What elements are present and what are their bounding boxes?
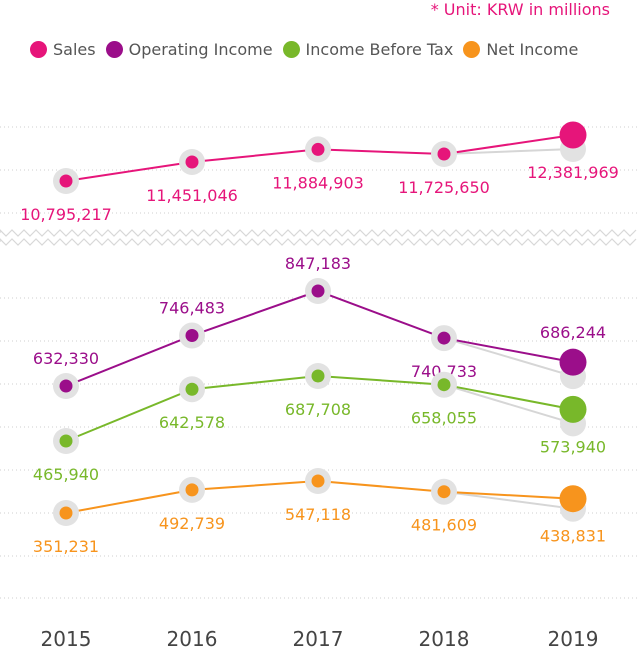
data-label: 465,940 — [33, 465, 99, 484]
series-layer: 10,795,217 11,451,046 11,884,903 11,725,650… — [20, 121, 619, 556]
data-point — [59, 434, 73, 448]
data-label: 351,231 — [33, 537, 99, 556]
data-label: 12,381,969 — [527, 163, 619, 182]
legend-label-sales: Sales — [53, 39, 96, 59]
legend-swatch-sales — [30, 40, 47, 58]
legend-swatch-net-income — [463, 40, 481, 58]
x-axis: 2015 2016 2017 2018 2019 — [41, 627, 599, 650]
data-label: 658,055 — [411, 409, 477, 428]
legend-item-net-income: Net Income — [463, 40, 578, 59]
legend-item-operating-income: Operating Income — [105, 39, 273, 59]
data-label: 847,183 — [285, 254, 351, 273]
data-point — [59, 379, 73, 393]
data-point — [59, 174, 73, 188]
data-point — [437, 147, 451, 161]
data-label: 438,831 — [540, 527, 606, 546]
data-point — [559, 121, 587, 149]
data-point — [59, 506, 73, 520]
legend-label-operating-income: Operating Income — [128, 39, 273, 59]
data-label: 642,578 — [159, 413, 225, 432]
data-label: 11,451,046 — [146, 186, 238, 205]
data-label: 11,725,650 — [398, 178, 490, 197]
series-shadow-line — [443, 383, 574, 425]
series-sales: 10,795,217 11,451,046 11,884,903 11,725,650… — [20, 121, 619, 224]
x-tick-label: 2018 — [419, 627, 470, 650]
x-tick-label: 2017 — [293, 627, 344, 650]
data-label: 632,330 — [33, 349, 99, 368]
axis-break-line — [0, 229, 637, 237]
data-point — [559, 485, 587, 513]
data-point — [311, 142, 325, 156]
series-shadow-line — [443, 148, 574, 156]
legend-swatch-income-before-tax — [282, 40, 300, 58]
x-tick-label: 2019 — [548, 627, 599, 650]
data-label: 746,483 — [159, 299, 225, 318]
data-point — [185, 329, 199, 343]
data-point — [311, 369, 325, 383]
data-point — [559, 348, 587, 376]
data-point — [437, 331, 451, 345]
axis-break-line — [0, 238, 637, 246]
data-point — [437, 485, 451, 499]
series-operating-income: 632,330 746,483 847,183 740,733 686,244 — [33, 254, 606, 399]
data-point — [311, 474, 325, 488]
data-label: 492,739 — [159, 514, 225, 533]
data-label: 10,795,217 — [20, 205, 112, 224]
data-point — [559, 395, 587, 423]
data-point — [185, 483, 199, 497]
unit-note: * Unit: KRW in millions — [430, 0, 610, 19]
legend-label-income-before-tax: Income Before Tax — [305, 39, 454, 59]
x-tick-label: 2015 — [41, 627, 92, 650]
data-label: 686,244 — [540, 323, 606, 342]
axis-break — [0, 229, 637, 246]
series-income-before-tax: 465,940 642,578 687,708 658,055 573,940 — [33, 363, 606, 484]
legend-item-income-before-tax: Income Before Tax — [282, 39, 454, 59]
series-shadow-line — [443, 337, 574, 378]
data-label: 687,708 — [285, 400, 351, 419]
data-label: 481,609 — [411, 516, 477, 535]
data-point — [437, 378, 451, 392]
series-net-income: 351,231 492,739 547,118 481,609 438,831 — [33, 468, 606, 556]
legend: Sales Operating Income Income Before Tax… — [30, 38, 588, 60]
x-tick-label: 2016 — [167, 627, 218, 650]
series-shadow-line — [443, 490, 574, 510]
data-point — [311, 284, 325, 298]
data-point — [185, 155, 199, 169]
data-label: 740,733 — [411, 362, 477, 381]
data-label: 547,118 — [285, 505, 351, 524]
data-label: 573,940 — [540, 437, 606, 456]
legend-swatch-operating-income — [105, 40, 123, 58]
data-label: 11,884,903 — [272, 173, 364, 192]
data-point — [185, 382, 199, 396]
legend-item-sales: Sales — [30, 40, 96, 59]
legend-label-net-income: Net Income — [486, 39, 579, 59]
